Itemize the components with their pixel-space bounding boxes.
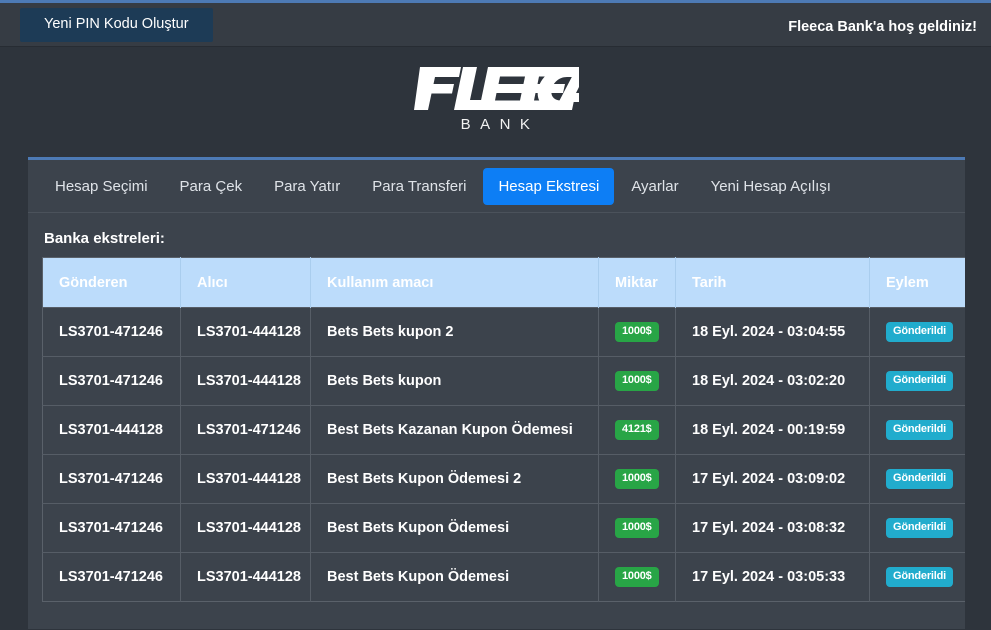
cell-action: Gönderildi (869, 307, 965, 357)
cell-action: Gönderildi (869, 503, 965, 553)
cell-sender: LS3701-471246 (42, 454, 181, 504)
column-header-receiver[interactable]: Alıcı (180, 257, 311, 308)
top-bar: Yeni PIN Kodu Oluştur Fleeca Bank'a hoş … (0, 0, 991, 47)
cell-purpose: Best Bets Kazanan Kupon Ödemesi (310, 405, 599, 455)
tab-para-transferi[interactable]: Para Transferi (357, 168, 481, 205)
amount-badge: 1000$ (615, 518, 659, 538)
main-panel: Hesap Seçimi Para Çek Para Yatır Para Tr… (28, 157, 965, 629)
new-pin-code-button[interactable]: Yeni PIN Kodu Oluştur (20, 8, 213, 42)
cell-purpose: Best Bets Kupon Ödemesi 2 (310, 454, 599, 504)
amount-badge: 1000$ (615, 371, 659, 391)
cell-date: 17 Eyl. 2024 - 03:09:02 (675, 454, 870, 504)
column-header-sender[interactable]: Gönderen (42, 257, 181, 308)
tab-ayarlar[interactable]: Ayarlar (616, 168, 693, 205)
amount-badge: 1000$ (615, 567, 659, 587)
cell-amount: 1000$ (598, 552, 676, 602)
status-badge: Gönderildi (886, 420, 954, 440)
status-badge: Gönderildi (886, 469, 954, 489)
column-header-action[interactable]: Eylem (869, 257, 965, 308)
tab-para-yatir[interactable]: Para Yatır (259, 168, 355, 205)
fleeca-wordmark-logo (413, 66, 579, 110)
cell-amount: 1000$ (598, 454, 676, 504)
table-row[interactable]: LS3701-471246 LS3701-444128 Best Bets Ku… (42, 503, 965, 553)
tab-hesap-secimi[interactable]: Hesap Seçimi (40, 168, 163, 205)
cell-action: Gönderildi (869, 552, 965, 602)
cell-date: 18 Eyl. 2024 - 00:19:59 (675, 405, 870, 455)
column-header-amount[interactable]: Miktar (598, 257, 676, 308)
cell-receiver: LS3701-444128 (180, 356, 311, 406)
column-header-date[interactable]: Tarih (675, 257, 870, 308)
column-header-purpose[interactable]: Kullanım amacı (310, 257, 599, 308)
cell-action: Gönderildi (869, 405, 965, 455)
tab-hesap-ekstresi[interactable]: Hesap Ekstresi (483, 167, 615, 205)
cell-date: 17 Eyl. 2024 - 03:08:32 (675, 503, 870, 553)
table-header-row: Gönderen Alıcı Kullanım amacı Miktar Tar… (42, 257, 965, 308)
cell-amount: 1000$ (598, 307, 676, 357)
status-badge: Gönderildi (886, 518, 954, 538)
status-badge: Gönderildi (886, 567, 954, 587)
cell-sender: LS3701-471246 (42, 307, 181, 357)
amount-badge: 1000$ (615, 469, 659, 489)
cell-amount: 1000$ (598, 503, 676, 553)
cell-purpose: Bets Bets kupon 2 (310, 307, 599, 357)
tab-yeni-hesap-acilisi[interactable]: Yeni Hesap Açılışı (696, 168, 846, 205)
cell-amount: 1000$ (598, 356, 676, 406)
table-row[interactable]: LS3701-471246 LS3701-444128 Bets Bets ku… (42, 356, 965, 406)
cell-receiver: LS3701-444128 (180, 307, 311, 357)
welcome-message: Fleeca Bank'a hoş geldiniz! (788, 19, 977, 35)
cell-action: Gönderildi (869, 356, 965, 406)
logo-subtitle: BANK (460, 115, 540, 133)
cell-purpose: Best Bets Kupon Ödemesi (310, 552, 599, 602)
bank-statements-table: Gönderen Alıcı Kullanım amacı Miktar Tar… (42, 257, 965, 602)
table-row[interactable]: LS3701-471246 LS3701-444128 Best Bets Ku… (42, 454, 965, 504)
cell-sender: LS3701-471246 (42, 356, 181, 406)
cell-amount: 4121$ (598, 405, 676, 455)
status-badge: Gönderildi (886, 322, 954, 342)
brand-logo-area: BANK (0, 47, 991, 147)
cell-sender: LS3701-471246 (42, 503, 181, 553)
cell-sender: LS3701-444128 (42, 405, 181, 455)
cell-receiver: LS3701-471246 (180, 405, 311, 455)
tab-bar: Hesap Seçimi Para Çek Para Yatır Para Tr… (28, 160, 965, 213)
top-bar-divider (0, 46, 991, 47)
cell-date: 18 Eyl. 2024 - 03:02:20 (675, 356, 870, 406)
panel-body: Banka ekstreleri: Gönderen Alıcı Kullanı… (28, 213, 965, 602)
table-body: LS3701-471246 LS3701-444128 Bets Bets ku… (42, 307, 965, 602)
section-title: Banka ekstreleri: (44, 230, 165, 247)
table-row[interactable]: LS3701-444128 LS3701-471246 Best Bets Ka… (42, 405, 965, 455)
table-row[interactable]: LS3701-471246 LS3701-444128 Bets Bets ku… (42, 307, 965, 357)
cell-receiver: LS3701-444128 (180, 503, 311, 553)
table-row[interactable]: LS3701-471246 LS3701-444128 Best Bets Ku… (42, 552, 965, 602)
cell-purpose: Best Bets Kupon Ödemesi (310, 503, 599, 553)
cell-action: Gönderildi (869, 454, 965, 504)
cell-receiver: LS3701-444128 (180, 552, 311, 602)
table-header: Gönderen Alıcı Kullanım amacı Miktar Tar… (42, 257, 965, 308)
cell-sender: LS3701-471246 (42, 552, 181, 602)
status-badge: Gönderildi (886, 371, 954, 391)
cell-date: 17 Eyl. 2024 - 03:05:33 (675, 552, 870, 602)
tab-para-cek[interactable]: Para Çek (165, 168, 258, 205)
amount-badge: 1000$ (615, 322, 659, 342)
cell-date: 18 Eyl. 2024 - 03:04:55 (675, 307, 870, 357)
cell-receiver: LS3701-444128 (180, 454, 311, 504)
amount-badge: 4121$ (615, 420, 659, 440)
cell-purpose: Bets Bets kupon (310, 356, 599, 406)
